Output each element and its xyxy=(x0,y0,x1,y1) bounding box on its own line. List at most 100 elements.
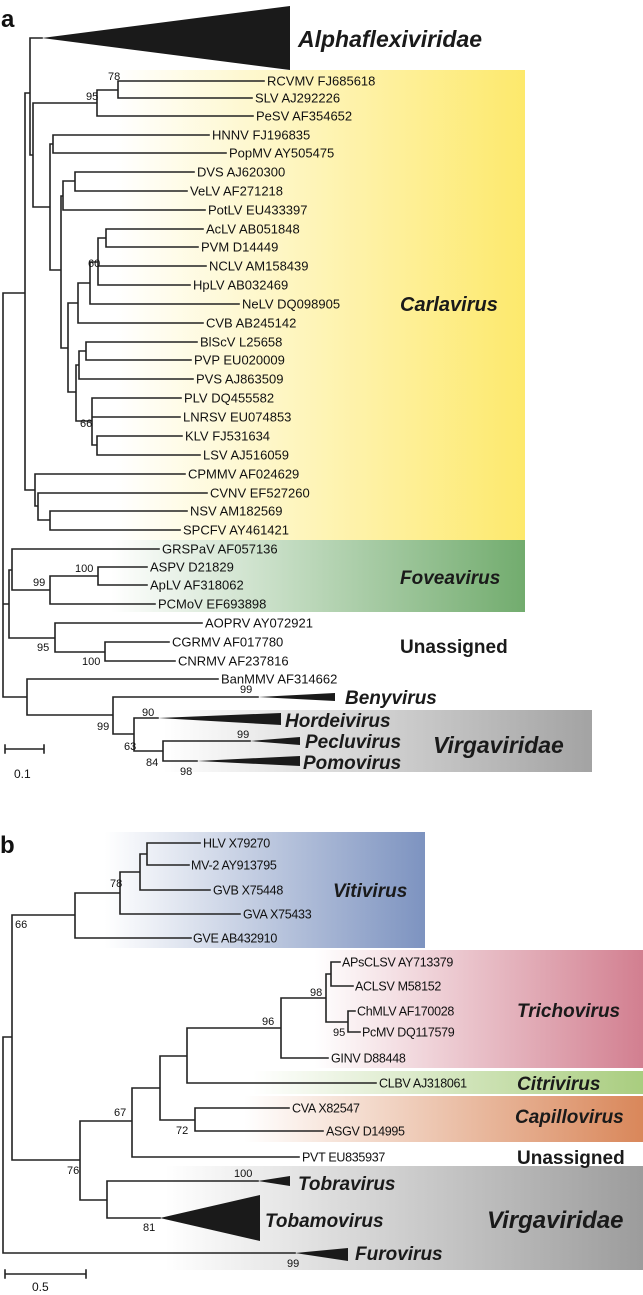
leaf-label: LSV AJ516059 xyxy=(203,448,289,463)
furovirus-clade-label: Furovirus xyxy=(355,1244,443,1265)
branch-lines xyxy=(2,37,377,1254)
citrivirus-clade-background xyxy=(200,1071,643,1094)
alphaflexiviridae-collapsed-clade xyxy=(42,6,290,70)
leaf-label: RCVMV FJ685618 xyxy=(267,74,375,89)
bootstrap-value: 100 xyxy=(82,656,100,668)
pomovirus-clade-label: Pomovirus xyxy=(303,753,401,774)
bootstrap-value: 67 xyxy=(114,1107,126,1119)
bootstrap-value: 76 xyxy=(67,1165,79,1177)
virgaviridae-clade-label: Virgaviridae xyxy=(433,732,564,758)
furovirus-collapsed-clade xyxy=(295,1248,348,1261)
carlavirus-clade-background xyxy=(60,70,525,540)
capillovirus-clade-label: Capillovirus xyxy=(515,1107,624,1128)
bootstrap-value: 96 xyxy=(262,1016,274,1028)
leaf-label: LNRSV EU074853 xyxy=(183,410,291,425)
leaf-label: NCLV AM158439 xyxy=(209,259,309,274)
leaf-label: HpLV AB032469 xyxy=(193,278,288,293)
vitivirus-clade-background xyxy=(61,832,425,948)
bootstrap-value: 66 xyxy=(15,919,27,931)
leaf-label: PVP EU020009 xyxy=(194,353,285,368)
leaf-label: AOPRV AY072921 xyxy=(205,616,313,631)
hordeivirus-clade-label: Hordeivirus xyxy=(285,711,391,732)
leaf-label: CVB AB245142 xyxy=(206,316,296,331)
unassigned-clade-label: Unassigned xyxy=(517,1148,625,1169)
leaf-label: GRSPaV AF057136 xyxy=(162,542,278,557)
leaf-label: PVM D14449 xyxy=(201,240,278,255)
bootstrap-value: 95 xyxy=(333,1027,345,1039)
scale-label-a: 0.1 xyxy=(14,767,31,781)
bootstrap-value: 66 xyxy=(80,418,92,430)
bootstrap-value: 99 xyxy=(287,1258,299,1270)
bootstrap-value: 78 xyxy=(110,878,122,890)
leaf-label: PeSV AF354652 xyxy=(256,109,352,124)
bootstrap-value: 95 xyxy=(37,642,49,654)
bootstrap-value: 60 xyxy=(88,258,100,270)
leaf-label: DVS AJ620300 xyxy=(197,165,285,180)
leaf-label: GVB X75448 xyxy=(213,884,283,898)
carlavirus-clade-label: Carlavirus xyxy=(400,294,498,316)
tobravirus-collapsed-clade xyxy=(258,1176,290,1186)
leaf-label: BanMMV AF314662 xyxy=(221,672,337,687)
benyvirus-clade-label: Benyvirus xyxy=(345,688,437,709)
leaf-label: CVA X82547 xyxy=(292,1102,360,1116)
leaf-label: GVE AB432910 xyxy=(193,932,277,946)
alphaflexiviridae-clade-label: Alphaflexiviridae xyxy=(297,26,482,52)
leaf-label: NeLV DQ098905 xyxy=(242,297,340,312)
leaf-label: ASGV D14995 xyxy=(326,1125,405,1139)
leaf-label: APsCLSV AY713379 xyxy=(342,956,453,970)
leaf-label: CVNV EF527260 xyxy=(210,486,310,501)
bootstrap-value: 81 xyxy=(143,1222,155,1234)
leaf-label: CNRMV AF237816 xyxy=(178,654,289,669)
bootstrap-value: 84 xyxy=(146,757,158,769)
tobamovirus-collapsed-clade xyxy=(160,1195,260,1241)
citrivirus-clade-label: Citrivirus xyxy=(517,1074,600,1095)
foveavirus-clade-background xyxy=(55,540,525,612)
leaf-label: VeLV AF271218 xyxy=(190,184,283,199)
bootstrap-value: 72 xyxy=(176,1125,188,1137)
bootstrap-value: 99 xyxy=(33,577,45,589)
benyvirus-collapsed-clade xyxy=(258,693,335,701)
tree-labels: a b 0.1 0.5 RCVMV FJ685618 SLV AJ292226 PeSV A… xyxy=(0,6,625,1294)
scale-bar-b xyxy=(4,1269,87,1279)
leaf-label: PopMV AY505475 xyxy=(229,146,334,161)
leaf-label: ASPV D21829 xyxy=(150,560,234,575)
leaf-label: KLV FJ531634 xyxy=(185,429,270,444)
leaf-label: CPMMV AF024629 xyxy=(188,467,299,482)
leaf-label: PcMV DQ117579 xyxy=(362,1026,455,1040)
leaf-label: ChMLV AF170028 xyxy=(357,1005,454,1019)
leaf-label: GVA X75433 xyxy=(243,908,312,922)
bootstrap-value: 99 xyxy=(97,721,109,733)
bootstrap-value: 78 xyxy=(108,71,120,83)
pecluvirus-clade-label: Pecluvirus xyxy=(305,732,401,753)
bootstrap-value: 99 xyxy=(240,684,252,696)
clade-backgrounds xyxy=(55,70,643,1270)
unassigned-clade-label: Unassigned xyxy=(400,637,508,658)
pomovirus-collapsed-clade xyxy=(197,756,300,766)
leaf-label: PVS AJ863509 xyxy=(196,372,283,387)
tobamovirus-clade-label: Tobamovirus xyxy=(265,1211,384,1232)
bootstrap-value: 100 xyxy=(75,563,93,575)
leaf-label: SLV AJ292226 xyxy=(255,91,340,106)
tree-branches xyxy=(2,6,377,1279)
tobravirus-clade-label: Tobravirus xyxy=(298,1174,396,1195)
leaf-label: HNNV FJ196835 xyxy=(212,128,310,143)
leaf-label: SPCFV AY461421 xyxy=(183,523,289,538)
bootstrap-value: 99 xyxy=(237,729,249,741)
leaf-label: HLV X79270 xyxy=(203,837,270,851)
leaf-label: MV-2 AY913795 xyxy=(191,859,277,873)
bootstrap-value: 98 xyxy=(180,766,192,778)
leaf-label: PCMoV EF693898 xyxy=(158,597,266,612)
bootstrap-value: 63 xyxy=(124,741,136,753)
trichovirus-clade-background xyxy=(270,950,643,1068)
bootstrap-value: 100 xyxy=(234,1168,252,1180)
panel-label-b: b xyxy=(0,832,15,859)
leaf-label: AcLV AB051848 xyxy=(206,222,300,237)
foveavirus-clade-label: Foveavirus xyxy=(400,568,500,589)
leaf-label: PLV DQ455582 xyxy=(184,391,274,406)
bootstrap-value: 98 xyxy=(310,987,322,999)
bootstrap-value: 95 xyxy=(86,91,98,103)
capillovirus-clade-background xyxy=(190,1096,643,1142)
leaf-label: GINV D88448 xyxy=(331,1052,406,1066)
vitivirus-clade-label: Vitivirus xyxy=(333,881,407,902)
